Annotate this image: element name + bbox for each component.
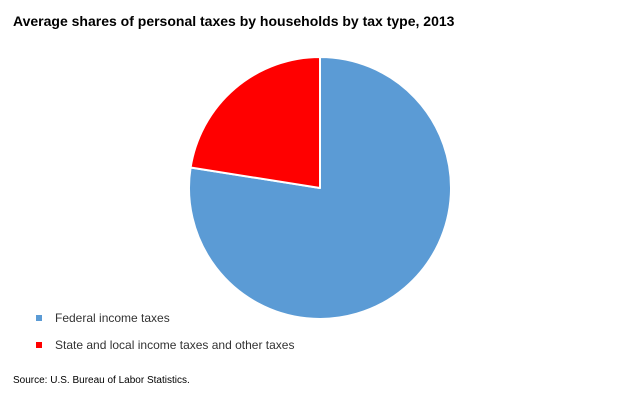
legend-label-state-local: State and local income taxes and other t… — [55, 338, 295, 352]
chart-legend: Federal income taxes State and local inc… — [36, 311, 294, 365]
legend-swatch-state-local — [36, 342, 42, 348]
legend-item-federal: Federal income taxes — [36, 311, 294, 325]
pie-slice-federal — [188, 56, 452, 320]
pie-slices — [188, 56, 452, 320]
legend-label-federal: Federal income taxes — [55, 311, 170, 325]
legend-swatch-federal — [36, 315, 42, 321]
chart-title: Average shares of personal taxes by hous… — [13, 13, 455, 29]
pie-slice-state-local — [189, 56, 321, 189]
legend-item-state-local: State and local income taxes and other t… — [36, 338, 294, 352]
source-note: Source: U.S. Bureau of Labor Statistics. — [13, 375, 190, 386]
